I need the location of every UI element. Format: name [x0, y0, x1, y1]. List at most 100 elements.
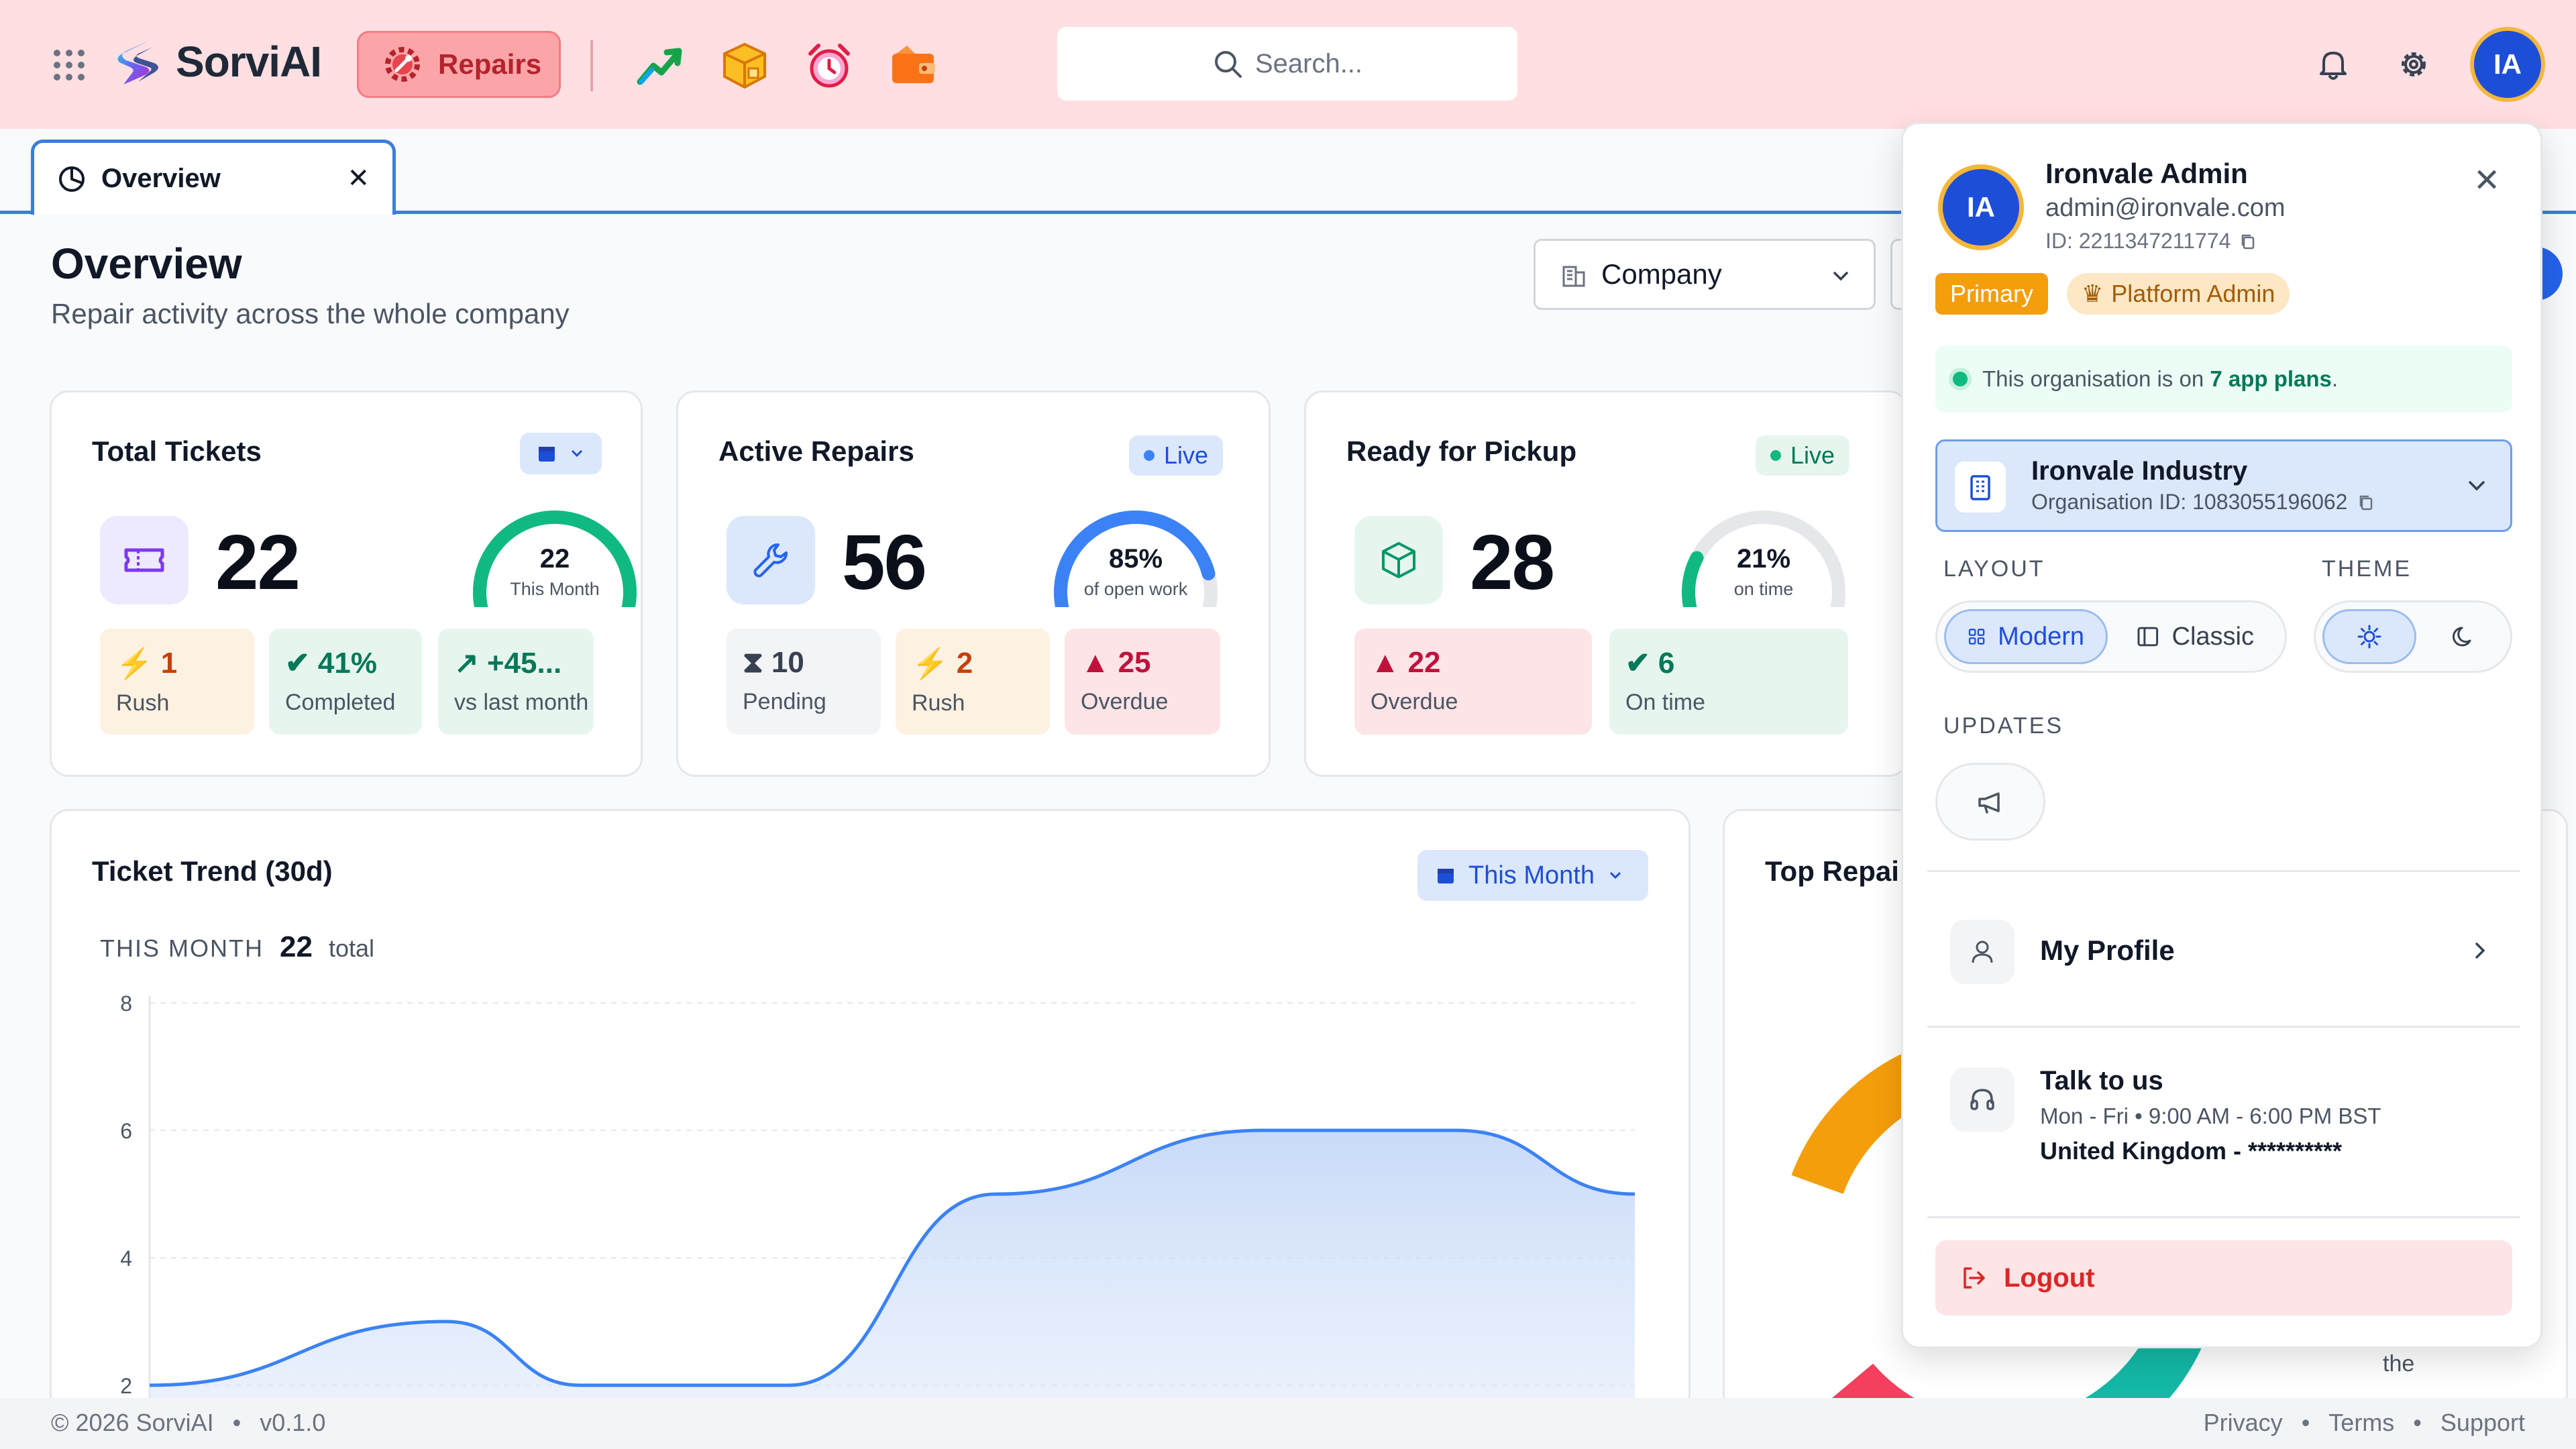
tab-underline	[0, 211, 2576, 214]
repairs-module-button[interactable]: Repairs	[357, 31, 561, 98]
tab-overview[interactable]: Overview ✕	[31, 140, 396, 215]
announcements-button[interactable]	[1935, 763, 2045, 841]
chevron-down-icon	[1609, 871, 1621, 879]
sorviai-logo-icon	[117, 40, 158, 85]
card-title: Active Repairs	[718, 435, 914, 467]
search-input[interactable]: Search...	[1057, 27, 1517, 101]
rush-chip: ⚡ 2 Rush	[896, 629, 1050, 735]
plans-prefix: This organisation is on	[1982, 366, 2204, 391]
card-title: Ticket Trend (30d)	[92, 855, 333, 887]
version: v0.1.0	[260, 1409, 326, 1436]
copy-icon[interactable]	[2239, 232, 2257, 251]
date-filter-button[interactable]	[520, 433, 602, 474]
ticket-icon	[100, 516, 189, 604]
copy-icon[interactable]	[2357, 493, 2375, 512]
logout-label: Logout	[2004, 1263, 2095, 1293]
terms-link[interactable]: Terms	[2328, 1409, 2395, 1436]
bell-icon[interactable]	[2314, 46, 2352, 83]
gauge-fill	[1682, 551, 1704, 607]
role-label: Platform Admin	[2111, 280, 2275, 307]
plans-count: 7 app plans	[2210, 366, 2332, 391]
trending-up-icon: ↗	[454, 647, 479, 680]
support-link[interactable]: Support	[2440, 1409, 2525, 1436]
warning-icon: ▲	[1081, 646, 1110, 679]
chip-label: vs last month	[454, 690, 589, 715]
divider	[590, 40, 593, 91]
organisation-name: Ironvale Industry	[2031, 456, 2248, 486]
profile-id-row: ID: 2211347211774	[2045, 229, 2257, 254]
sidebar-layout-icon	[2137, 627, 2159, 647]
overdue-chip: ▲ 22 Overdue	[1354, 629, 1592, 735]
chip-value: +45...	[486, 646, 562, 680]
repairs-module-label: Repairs	[438, 48, 542, 80]
scope-select[interactable]: Company	[1534, 239, 1876, 310]
gauge-caption: on time	[1733, 579, 1794, 599]
moon-icon	[2452, 627, 2471, 647]
active-repairs-card: Active Repairs Live 56 85% of open work …	[676, 390, 1271, 777]
wallet-icon[interactable]	[888, 40, 939, 91]
privacy-link[interactable]: Privacy	[2203, 1409, 2283, 1436]
separator: •	[2413, 1409, 2422, 1436]
gear-icon[interactable]	[2395, 46, 2432, 83]
alarm-clock-icon[interactable]	[804, 40, 855, 91]
page-title: Overview	[51, 239, 242, 288]
theme-section-label: THEME	[2322, 556, 2412, 582]
sales-chart-icon[interactable]	[635, 40, 686, 91]
legend-fragment: the	[2383, 1351, 2415, 1377]
card-title: Top Repai	[1765, 855, 1899, 887]
close-icon[interactable]: ✕	[2473, 163, 2501, 199]
user-avatar[interactable]: IA	[2470, 27, 2545, 102]
plans-notice: This organisation is on 7 app plans.	[1935, 345, 2512, 413]
layout-classic-button[interactable]: Classic	[2114, 609, 2275, 664]
headset-icon	[1950, 1067, 2015, 1132]
pickup-gauge	[1682, 511, 1845, 607]
logout-button[interactable]: Logout	[1935, 1240, 2512, 1316]
light-theme-button[interactable]	[2322, 609, 2416, 664]
package-icon	[1354, 516, 1443, 604]
chevron-right-icon[interactable]	[2467, 937, 2493, 964]
my-profile-link[interactable]: My Profile	[2040, 934, 2175, 966]
ready-for-pickup-card: Ready for Pickup Live 28 21% on time ▲ 22…	[1304, 390, 1908, 777]
gauge-value: 21%	[1736, 544, 1791, 574]
chip-label: On time	[1625, 690, 1706, 715]
contact-phone[interactable]: United Kingdom - **********	[2040, 1137, 2343, 1165]
page-subtitle: Repair activity across the whole company	[51, 298, 570, 329]
primary-badge: Primary	[1935, 273, 2048, 315]
app-grid-icon[interactable]	[51, 47, 86, 82]
calendar-icon	[539, 447, 555, 462]
layout-modern-button[interactable]: Modern	[1944, 609, 2108, 664]
total-tickets-card: Total Tickets 22 22 This Month ⚡ 1 Rush ✔…	[50, 390, 643, 777]
bolt-icon: ⚡	[116, 647, 153, 680]
inventory-box-icon[interactable]	[719, 40, 770, 91]
close-tab-icon[interactable]: ✕	[347, 164, 370, 193]
logout-icon	[1964, 1267, 1985, 1289]
pie-chart-icon	[59, 166, 85, 192]
gauge-value: 22	[539, 544, 570, 574]
gauge-fill	[1054, 511, 1216, 607]
search-icon	[1214, 51, 1242, 78]
chip-label: Completed	[285, 690, 396, 715]
range-select-button[interactable]: This Month	[1417, 850, 1648, 901]
role-badge: ♛ Platform Admin	[2067, 273, 2290, 315]
live-badge: Live	[1756, 435, 1850, 476]
app-logo[interactable]: SorviAI	[111, 34, 322, 90]
crown-icon: ♛	[2082, 280, 2104, 307]
chip-value: 1	[160, 647, 178, 680]
chevron-down-icon	[571, 449, 583, 458]
megaphone-icon	[1978, 792, 2000, 814]
overdue-chip: ▲ 25 Overdue	[1065, 629, 1220, 735]
profile-email: admin@ironvale.com	[2045, 194, 2286, 222]
y-tick-label: 2	[120, 1374, 132, 1398]
completed-chip: ✔ 41% Completed	[269, 629, 422, 735]
chip-value: 10	[771, 646, 804, 679]
chip-value: 22	[1407, 646, 1441, 679]
building-icon	[1955, 462, 2006, 513]
scope-select-value: Company	[1601, 258, 1722, 290]
contact-title: Talk to us	[2040, 1066, 2163, 1095]
organisation-switcher[interactable]: Ironvale Industry Organisation ID: 10830…	[1935, 439, 2512, 532]
layout-toggle: Modern Classic	[1935, 600, 2287, 673]
profile-id: ID: 2211347211774	[2045, 229, 2231, 253]
dark-theme-button[interactable]	[2422, 609, 2505, 664]
tab-label: Overview	[101, 164, 221, 193]
ticket-trend-card: Ticket Trend (30d) This Month THIS MONTH…	[50, 809, 1690, 1413]
